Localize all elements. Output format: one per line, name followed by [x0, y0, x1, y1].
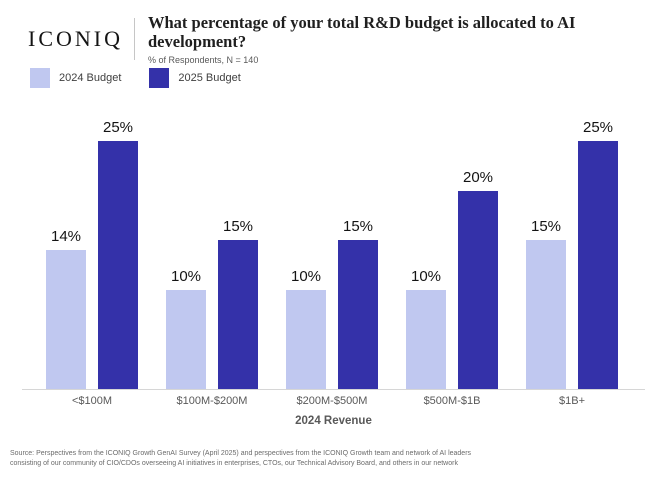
- legend-swatch-2025: [149, 68, 170, 88]
- bar-group: 10% 15%: [286, 114, 378, 389]
- bar-column: 20%: [458, 114, 498, 389]
- x-axis-category-label: $1B+: [559, 395, 585, 407]
- legend-swatch-2024: [30, 68, 50, 88]
- bar-column: 25%: [98, 114, 138, 389]
- iconiq-logo: ICONIQ: [28, 26, 123, 52]
- bar-group: 14% 25%: [46, 114, 138, 389]
- bar-column: 15%: [526, 114, 566, 389]
- bar-value-label: 14%: [50, 228, 82, 245]
- legend-label-2025: 2025 Budget: [178, 72, 241, 84]
- bar-2024-budget: [166, 290, 206, 389]
- legend-item-2024-budget: 2024 Budget: [30, 68, 121, 88]
- bar-2025-budget: [218, 240, 258, 389]
- bar-column: 15%: [218, 114, 258, 389]
- bar-value-label: 15%: [530, 218, 562, 235]
- bar-2024-budget: [286, 290, 326, 389]
- bar-column: 25%: [578, 114, 618, 389]
- bar-value-label: 10%: [290, 268, 322, 285]
- source-line-2: consisting of our community of CIO/CDOs …: [10, 459, 458, 467]
- bar-value-label: 15%: [342, 218, 374, 235]
- x-axis-category-label: $200M-$500M: [296, 395, 368, 407]
- x-axis-category-row: <$100M $100M-$200M $200M-$500M $500M-$1B $1B…: [22, 395, 645, 407]
- bar-value-label: 15%: [222, 218, 254, 235]
- header: ICONIQ What percentage of your total R&D…: [28, 13, 644, 65]
- plot-area: 14% 25% 10% 15% 10% 15% 10% 20% 15% 25%: [22, 114, 645, 390]
- legend-label-2024: 2024 Budget: [59, 72, 122, 84]
- source-note: Source: Perspectives from the ICONIQ Gro…: [10, 449, 490, 468]
- header-divider: [134, 18, 135, 61]
- bar-value-label: 25%: [102, 119, 134, 136]
- bar-value-label: 10%: [410, 268, 442, 285]
- x-axis-category-label: $100M-$200M: [176, 395, 248, 407]
- legend-item-2025-budget: 2025 Budget: [149, 68, 241, 88]
- bar-value-label: 20%: [462, 169, 494, 186]
- x-axis-category-label: $500M-$1B: [423, 395, 481, 407]
- bar-column: 15%: [338, 114, 378, 389]
- bar-value-label: 25%: [582, 119, 614, 136]
- bar-column: 10%: [406, 114, 446, 389]
- bar-2024-budget: [46, 250, 86, 389]
- bar-2025-budget: [98, 141, 138, 389]
- bar-group: 10% 15%: [166, 114, 258, 389]
- bar-group: 15% 25%: [526, 114, 618, 389]
- bar-2024-budget: [526, 240, 566, 389]
- source-line-1: Source: Perspectives from the ICONIQ Gro…: [10, 450, 472, 457]
- chart-title: What percentage of your total R&D budget…: [148, 13, 576, 51]
- legend: 2024 Budget 2025 Budget: [30, 68, 241, 88]
- bar-value-label: 10%: [170, 268, 202, 285]
- bar-2025-budget: [578, 141, 618, 389]
- x-axis-category-label: <$100M: [71, 395, 113, 407]
- bar-column: 10%: [166, 114, 206, 389]
- x-axis-title: 2024 Revenue: [295, 415, 372, 427]
- bar-2025-budget: [338, 240, 378, 389]
- chart-subtitle: % of Respondents, N = 140: [148, 54, 259, 65]
- bar-group: 10% 20%: [406, 114, 498, 389]
- bar-2025-budget: [458, 191, 498, 389]
- bar-column: 10%: [286, 114, 326, 389]
- title-block: What percentage of your total R&D budget…: [148, 13, 644, 65]
- bar-2024-budget: [406, 290, 446, 389]
- bar-column: 14%: [46, 114, 86, 389]
